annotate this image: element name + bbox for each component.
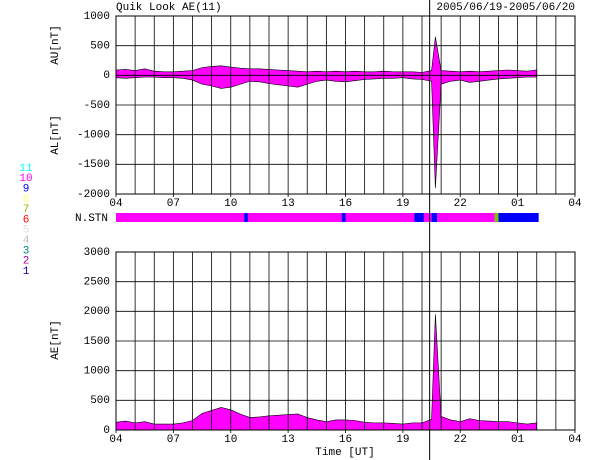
chart-title: Quik Look AE(11)	[116, 2, 222, 14]
x-tick-label: 16	[339, 198, 352, 210]
x-tick-label: 07	[167, 198, 180, 210]
legend-label: 6	[23, 214, 30, 226]
station-segment	[341, 213, 346, 222]
y-tick-label: -1500	[77, 159, 110, 171]
y-axis-label: AL[nT]	[50, 115, 62, 155]
x-tick-label: 19	[396, 434, 409, 446]
x-tick-label: 19	[396, 198, 409, 210]
x-tick-label: 10	[224, 434, 237, 446]
station-segment	[116, 213, 245, 222]
x-tick-label: 22	[454, 434, 467, 446]
legend-label: 10	[19, 173, 32, 185]
station-segment	[345, 213, 415, 222]
station-segment	[437, 213, 495, 222]
station-segment	[244, 213, 248, 222]
legend-label: 1	[23, 266, 30, 278]
y-axis-label: AE[nT]	[50, 320, 62, 360]
station-segment	[423, 213, 432, 222]
legend-label: 3	[23, 245, 30, 257]
station-segment	[414, 213, 424, 222]
y-axis-label: AU[nT]	[50, 25, 62, 65]
station-segment	[494, 213, 499, 222]
legend-label: 4	[23, 235, 30, 247]
x-tick-label: 04	[109, 434, 123, 446]
legend-label: 11	[19, 163, 33, 175]
plot-frame	[115, 15, 576, 195]
x-tick-label: 13	[282, 434, 295, 446]
x-tick-label: 01	[511, 198, 525, 210]
plot-frame	[115, 251, 576, 431]
x-tick-label: 13	[282, 198, 295, 210]
y-tick-label: 2000	[84, 306, 110, 318]
chart-subtitle: 2005/06/19-2005/06/20	[436, 2, 575, 14]
legend-label: 5	[23, 225, 30, 237]
legend-label: 2	[23, 256, 30, 268]
station-segment	[498, 213, 539, 222]
y-tick-label: 2500	[84, 277, 110, 289]
y-tick-label: 500	[90, 395, 110, 407]
y-tick-label: 3000	[84, 247, 110, 259]
y-tick-label: -1000	[77, 130, 110, 142]
legend-label: 8	[23, 194, 30, 206]
y-tick-label: -500	[84, 100, 110, 112]
x-tick-label: 16	[339, 434, 352, 446]
x-tick-label: 10	[224, 198, 237, 210]
y-tick-label: 0	[103, 70, 110, 82]
x-tick-label: 22	[454, 198, 467, 210]
x-tick-label: 01	[511, 434, 525, 446]
x-tick-label: 07	[167, 434, 180, 446]
y-tick-label: 1000	[84, 11, 110, 23]
x-tick-label: 04	[568, 198, 582, 210]
x-tick-label: 04	[568, 434, 582, 446]
station-segment	[431, 213, 438, 222]
y-tick-label: -2000	[77, 189, 110, 201]
y-tick-label: 1500	[84, 336, 110, 348]
x-axis-label: Time [UT]	[315, 447, 374, 459]
y-tick-label: 0	[103, 425, 110, 437]
x-tick-label: 04	[109, 198, 123, 210]
strip-label: N.STN	[75, 213, 108, 225]
legend-label: 7	[23, 204, 30, 216]
legend-label: 9	[23, 184, 30, 196]
station-segment	[247, 213, 342, 222]
y-tick-label: 500	[90, 41, 110, 53]
y-tick-label: 1000	[84, 366, 110, 378]
